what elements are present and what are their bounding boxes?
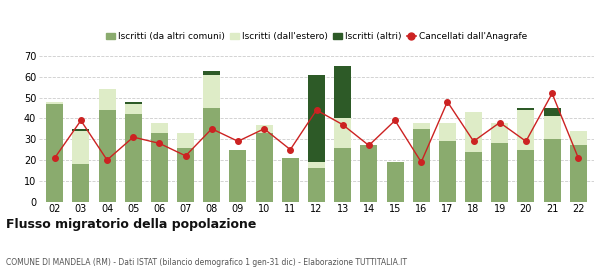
Bar bbox=[282, 158, 299, 202]
Cancellati dall'Anagrafe bbox=[391, 119, 398, 122]
Bar bbox=[334, 148, 351, 202]
Bar bbox=[73, 131, 89, 164]
Cancellati dall'Anagrafe bbox=[523, 140, 530, 143]
Bar bbox=[151, 123, 168, 133]
Bar bbox=[544, 116, 560, 139]
Bar bbox=[308, 75, 325, 162]
Bar bbox=[413, 123, 430, 129]
Bar bbox=[361, 145, 377, 202]
Bar bbox=[256, 133, 272, 202]
Cancellati dall'Anagrafe bbox=[470, 140, 477, 143]
Cancellati dall'Anagrafe bbox=[418, 160, 425, 164]
Bar bbox=[98, 89, 116, 110]
Cancellati dall'Anagrafe bbox=[339, 123, 346, 126]
Bar bbox=[308, 168, 325, 202]
Cancellati dall'Anagrafe bbox=[444, 100, 451, 103]
Bar bbox=[46, 102, 63, 104]
Cancellati dall'Anagrafe bbox=[156, 142, 163, 145]
Cancellati dall'Anagrafe bbox=[130, 136, 137, 139]
Bar bbox=[177, 133, 194, 148]
Text: COMUNE DI MANDELA (RM) - Dati ISTAT (bilancio demografico 1 gen-31 dic) - Elabor: COMUNE DI MANDELA (RM) - Dati ISTAT (bil… bbox=[6, 258, 407, 267]
Bar bbox=[570, 145, 587, 202]
Bar bbox=[544, 139, 560, 202]
Bar bbox=[544, 108, 560, 116]
Text: Flusso migratorio della popolazione: Flusso migratorio della popolazione bbox=[6, 218, 256, 231]
Bar bbox=[386, 162, 404, 202]
Bar bbox=[439, 141, 456, 202]
Bar bbox=[334, 118, 351, 148]
Bar bbox=[203, 108, 220, 202]
Bar bbox=[308, 162, 325, 168]
Bar bbox=[256, 125, 272, 133]
Legend: Iscritti (da altri comuni), Iscritti (dall'estero), Iscritti (altri), Cancellati: Iscritti (da altri comuni), Iscritti (da… bbox=[103, 29, 530, 45]
Bar bbox=[517, 150, 535, 202]
Bar bbox=[229, 150, 247, 202]
Bar bbox=[465, 112, 482, 152]
Line: Cancellati dall'Anagrafe: Cancellati dall'Anagrafe bbox=[52, 91, 581, 165]
Bar bbox=[73, 164, 89, 202]
Cancellati dall'Anagrafe bbox=[260, 127, 268, 130]
Bar bbox=[203, 71, 220, 75]
Cancellati dall'Anagrafe bbox=[548, 92, 556, 95]
Bar bbox=[98, 110, 116, 202]
Cancellati dall'Anagrafe bbox=[208, 127, 215, 130]
Cancellati dall'Anagrafe bbox=[313, 108, 320, 112]
Cancellati dall'Anagrafe bbox=[103, 158, 110, 162]
Bar bbox=[334, 66, 351, 118]
Cancellati dall'Anagrafe bbox=[365, 144, 373, 147]
Bar bbox=[125, 102, 142, 104]
Cancellati dall'Anagrafe bbox=[575, 156, 582, 160]
Bar bbox=[125, 104, 142, 114]
Cancellati dall'Anagrafe bbox=[182, 154, 189, 158]
Bar bbox=[125, 114, 142, 202]
Bar bbox=[73, 129, 89, 131]
Bar bbox=[177, 148, 194, 202]
Cancellati dall'Anagrafe bbox=[77, 119, 85, 122]
Bar bbox=[151, 133, 168, 202]
Bar bbox=[439, 123, 456, 141]
Cancellati dall'Anagrafe bbox=[496, 121, 503, 124]
Bar bbox=[491, 123, 508, 143]
Bar bbox=[203, 75, 220, 108]
Bar bbox=[517, 108, 535, 110]
Bar bbox=[517, 110, 535, 150]
Bar bbox=[46, 104, 63, 202]
Bar bbox=[570, 131, 587, 145]
Cancellati dall'Anagrafe bbox=[287, 148, 294, 151]
Bar bbox=[465, 152, 482, 202]
Bar bbox=[413, 129, 430, 202]
Bar bbox=[491, 143, 508, 202]
Cancellati dall'Anagrafe bbox=[51, 156, 58, 160]
Cancellati dall'Anagrafe bbox=[235, 140, 242, 143]
